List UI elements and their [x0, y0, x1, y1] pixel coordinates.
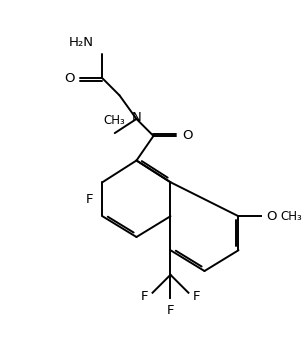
Text: F: F [140, 290, 148, 303]
Text: CH₃: CH₃ [280, 210, 302, 223]
Text: F: F [193, 290, 201, 303]
Text: F: F [85, 193, 93, 206]
Text: O: O [266, 210, 276, 223]
Text: O: O [182, 129, 192, 142]
Text: N: N [132, 112, 141, 124]
Text: F: F [167, 304, 174, 317]
Text: H₂N: H₂N [69, 36, 94, 49]
Text: CH₃: CH₃ [103, 115, 125, 127]
Text: O: O [64, 72, 75, 85]
